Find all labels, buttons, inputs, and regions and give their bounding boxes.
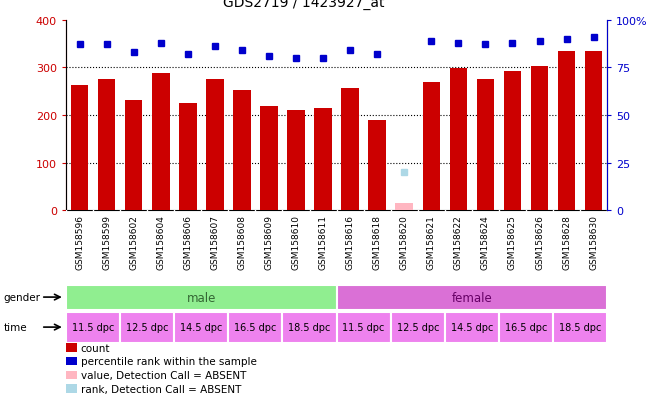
Text: 18.5 dpc: 18.5 dpc bbox=[559, 322, 601, 332]
Bar bbox=[152, 74, 170, 211]
Bar bbox=[98, 80, 115, 211]
Text: GSM158608: GSM158608 bbox=[238, 214, 246, 269]
Text: time: time bbox=[3, 322, 27, 332]
Text: GSM158624: GSM158624 bbox=[481, 214, 490, 269]
Text: GSM158622: GSM158622 bbox=[454, 214, 463, 269]
Bar bbox=[499, 312, 553, 343]
Text: 12.5 dpc: 12.5 dpc bbox=[126, 322, 168, 332]
Bar bbox=[445, 312, 499, 343]
Text: GSM158607: GSM158607 bbox=[211, 214, 219, 269]
Text: GSM158599: GSM158599 bbox=[102, 214, 111, 269]
Text: percentile rank within the sample: percentile rank within the sample bbox=[81, 356, 256, 366]
Text: GSM158618: GSM158618 bbox=[373, 214, 381, 269]
Bar bbox=[179, 104, 197, 211]
Text: 12.5 dpc: 12.5 dpc bbox=[397, 322, 439, 332]
Text: GSM158596: GSM158596 bbox=[75, 214, 84, 269]
Bar bbox=[125, 100, 143, 211]
Bar bbox=[395, 204, 413, 211]
Bar bbox=[206, 80, 224, 211]
Bar bbox=[558, 52, 576, 211]
Text: 11.5 dpc: 11.5 dpc bbox=[72, 322, 114, 332]
Text: female: female bbox=[451, 291, 492, 304]
Bar bbox=[287, 110, 305, 211]
Text: 14.5 dpc: 14.5 dpc bbox=[451, 322, 493, 332]
Text: GSM158628: GSM158628 bbox=[562, 214, 571, 269]
Text: GSM158610: GSM158610 bbox=[292, 214, 300, 269]
Bar bbox=[449, 69, 467, 211]
Text: GSM158621: GSM158621 bbox=[427, 214, 436, 269]
Bar bbox=[504, 72, 521, 211]
Bar bbox=[233, 90, 251, 211]
Bar bbox=[337, 312, 391, 343]
Text: GSM158625: GSM158625 bbox=[508, 214, 517, 269]
Bar bbox=[228, 312, 282, 343]
Text: GSM158604: GSM158604 bbox=[156, 214, 165, 269]
Text: 18.5 dpc: 18.5 dpc bbox=[288, 322, 331, 332]
Bar bbox=[477, 80, 494, 211]
Bar bbox=[585, 52, 603, 211]
Text: GSM158620: GSM158620 bbox=[400, 214, 409, 269]
Bar bbox=[66, 285, 337, 310]
Bar bbox=[368, 121, 386, 211]
Bar bbox=[337, 285, 607, 310]
Text: GSM158606: GSM158606 bbox=[183, 214, 192, 269]
Text: rank, Detection Call = ABSENT: rank, Detection Call = ABSENT bbox=[81, 384, 241, 394]
Bar bbox=[341, 89, 359, 211]
Text: 16.5 dpc: 16.5 dpc bbox=[505, 322, 547, 332]
Bar bbox=[120, 312, 174, 343]
Text: GSM158602: GSM158602 bbox=[129, 214, 138, 269]
Text: gender: gender bbox=[3, 292, 40, 302]
Bar bbox=[314, 109, 332, 211]
Bar bbox=[282, 312, 337, 343]
Text: value, Detection Call = ABSENT: value, Detection Call = ABSENT bbox=[81, 370, 246, 380]
Bar bbox=[531, 67, 548, 211]
Text: 16.5 dpc: 16.5 dpc bbox=[234, 322, 277, 332]
Text: GSM158611: GSM158611 bbox=[319, 214, 327, 269]
Text: GSM158626: GSM158626 bbox=[535, 214, 544, 269]
Bar bbox=[553, 312, 607, 343]
Text: GSM158630: GSM158630 bbox=[589, 214, 598, 269]
Bar bbox=[391, 312, 445, 343]
Text: male: male bbox=[187, 291, 216, 304]
Bar bbox=[422, 83, 440, 211]
Bar bbox=[260, 107, 278, 211]
Bar bbox=[71, 86, 88, 211]
Text: 14.5 dpc: 14.5 dpc bbox=[180, 322, 222, 332]
Bar bbox=[174, 312, 228, 343]
Text: GDS2719 / 1423927_at: GDS2719 / 1423927_at bbox=[223, 0, 384, 10]
Text: count: count bbox=[81, 343, 110, 353]
Text: 11.5 dpc: 11.5 dpc bbox=[343, 322, 385, 332]
Bar bbox=[66, 312, 120, 343]
Text: GSM158609: GSM158609 bbox=[265, 214, 273, 269]
Text: GSM158616: GSM158616 bbox=[346, 214, 354, 269]
